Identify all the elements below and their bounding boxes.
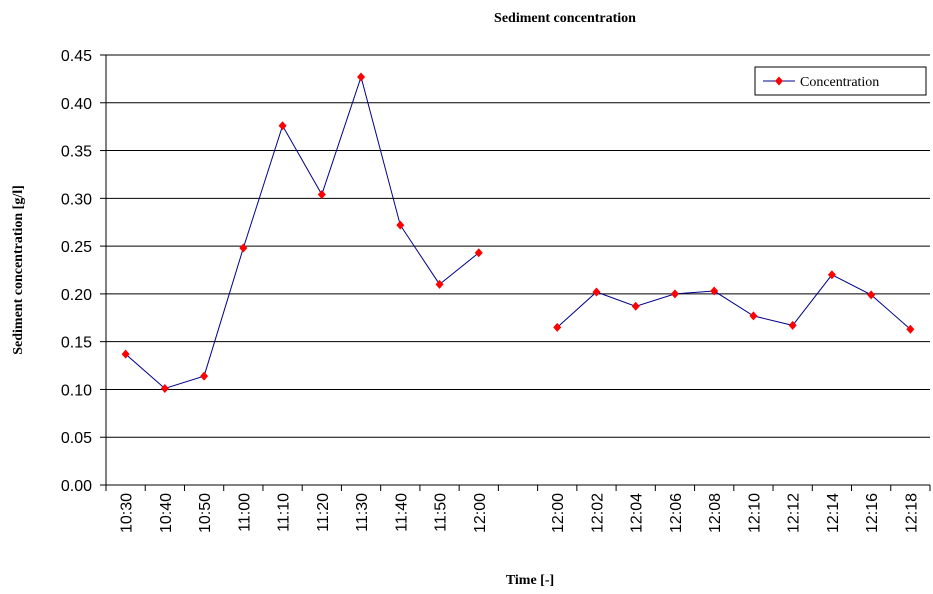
x-tick-label: 12:18 bbox=[903, 493, 920, 533]
x-tick-label: 11:30 bbox=[354, 493, 371, 532]
marker bbox=[435, 279, 444, 289]
marker bbox=[670, 289, 679, 299]
x-tick-label: 12:06 bbox=[668, 493, 685, 533]
marker bbox=[121, 349, 130, 359]
marker bbox=[553, 322, 562, 332]
y-tick-label: 0.00 bbox=[61, 478, 92, 495]
marker bbox=[396, 220, 405, 230]
legend-marker bbox=[775, 76, 783, 86]
y-tick-label: 0.45 bbox=[61, 48, 92, 65]
x-tick-label: 12:02 bbox=[589, 493, 606, 533]
x-axis-title: Time [-] bbox=[506, 573, 554, 588]
x-tick-label: 12:14 bbox=[825, 493, 842, 533]
legend-label: Concentration bbox=[800, 75, 879, 90]
marker bbox=[474, 248, 483, 258]
marker bbox=[788, 320, 797, 330]
marker bbox=[710, 286, 719, 296]
x-tick-label: 10:40 bbox=[158, 493, 175, 533]
y-tick-label: 0.25 bbox=[61, 239, 92, 256]
y-tick-label: 0.15 bbox=[61, 335, 92, 352]
y-tick-label: 0.05 bbox=[61, 430, 92, 447]
x-tick-label: 11:10 bbox=[276, 493, 293, 532]
marker bbox=[906, 324, 915, 334]
x-tick-label: 11:50 bbox=[433, 493, 450, 532]
marker bbox=[160, 383, 169, 393]
x-tick-label: 10:50 bbox=[197, 493, 214, 533]
marker bbox=[592, 287, 601, 297]
y-tick-label: 0.20 bbox=[61, 287, 92, 304]
x-tick-label: 11:00 bbox=[236, 493, 253, 532]
y-tick-label: 0.10 bbox=[61, 382, 92, 399]
y-tick-label: 0.35 bbox=[61, 144, 92, 161]
marker bbox=[631, 301, 640, 311]
x-tick-label: 12:04 bbox=[629, 493, 646, 533]
x-tick-label: 10:30 bbox=[119, 493, 136, 533]
marker bbox=[317, 190, 326, 200]
x-tick-label: 12:12 bbox=[786, 493, 803, 533]
y-tick-label: 0.40 bbox=[61, 96, 92, 113]
marker bbox=[749, 311, 758, 321]
marker bbox=[867, 290, 876, 300]
x-tick-label: 12:16 bbox=[864, 493, 881, 533]
x-tick-label: 12:00 bbox=[472, 493, 489, 533]
series-line bbox=[125, 75, 911, 390]
marker bbox=[200, 371, 209, 381]
x-tick-label: 12:00 bbox=[550, 493, 567, 533]
x-tick-label: 12:10 bbox=[746, 493, 763, 533]
marker bbox=[239, 243, 248, 253]
marker bbox=[827, 270, 836, 280]
x-tick-label: 12:08 bbox=[707, 493, 724, 533]
x-tick-label: 11:40 bbox=[393, 493, 410, 532]
marker bbox=[357, 72, 366, 82]
y-tick-label: 0.30 bbox=[61, 191, 92, 208]
marker bbox=[278, 121, 287, 131]
x-tick-label: 11:20 bbox=[315, 493, 332, 532]
chart-title: Sediment concentration bbox=[494, 11, 636, 26]
y-axis-title: Sediment concentration [g/l] bbox=[11, 185, 26, 355]
